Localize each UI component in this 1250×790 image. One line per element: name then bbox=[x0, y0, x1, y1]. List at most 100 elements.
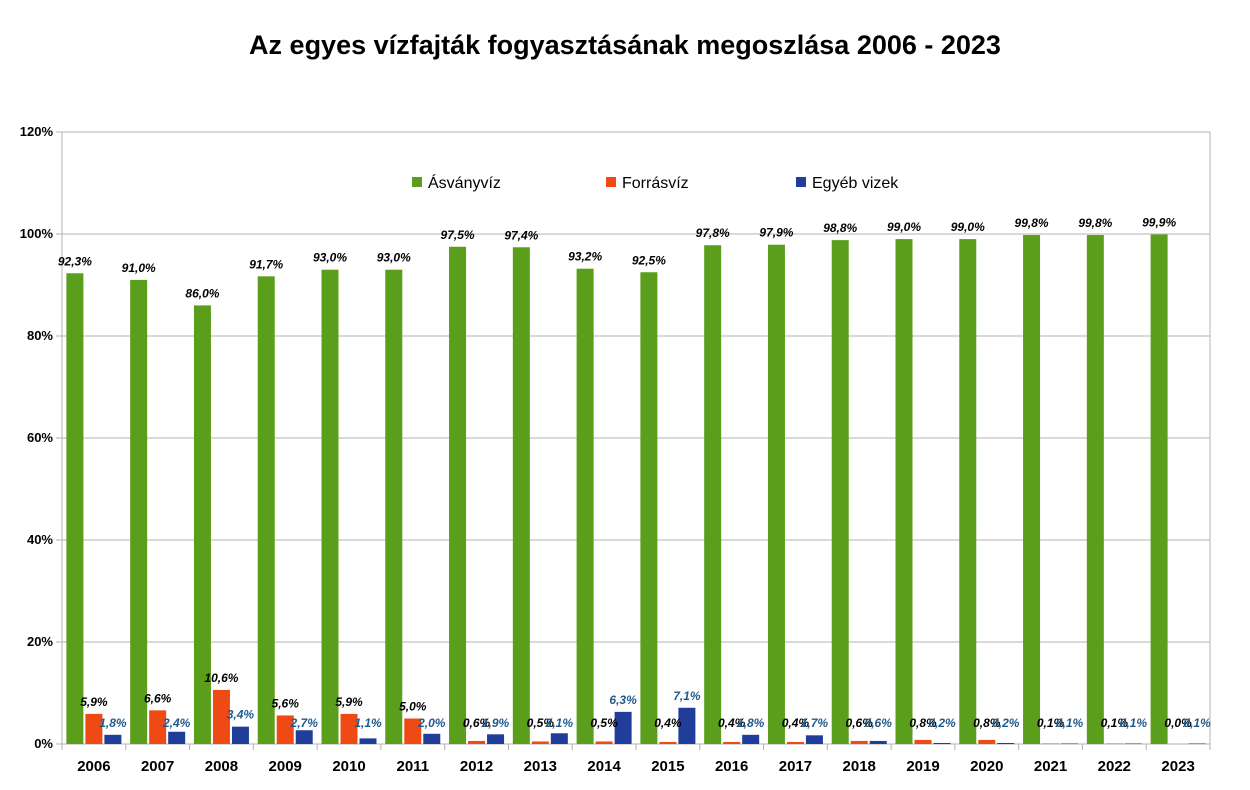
data-label: 93,0% bbox=[377, 251, 411, 265]
data-label: 91,0% bbox=[122, 261, 156, 275]
legend-swatch bbox=[606, 177, 616, 187]
x-tick-label: 2018 bbox=[843, 758, 876, 775]
data-label: 99,9% bbox=[1142, 216, 1176, 230]
data-label: 0,1% bbox=[1037, 716, 1065, 730]
data-label: 0,6% bbox=[846, 716, 874, 730]
data-label: 1,1% bbox=[354, 716, 382, 730]
legend-label: Egyéb vizek bbox=[812, 175, 899, 192]
data-label: 5,9% bbox=[80, 695, 108, 709]
bar-forrásvíz-2013 bbox=[531, 741, 549, 744]
data-label: 3,4% bbox=[227, 708, 255, 722]
y-tick-label: 80% bbox=[27, 328, 53, 343]
bar-egyéb-vizek-2016 bbox=[742, 734, 760, 744]
bar-forrásvíz-2012 bbox=[468, 740, 486, 744]
data-label: 0,1% bbox=[1120, 716, 1148, 730]
data-label: 6,6% bbox=[144, 691, 172, 705]
bar-forrásvíz-2006 bbox=[85, 713, 103, 744]
bar-egyéb-vizek-2013 bbox=[550, 733, 568, 744]
x-tick-label: 2014 bbox=[587, 758, 621, 775]
data-label: 0,8% bbox=[973, 716, 1001, 730]
data-label: 1,8% bbox=[737, 716, 765, 730]
bar-egyéb-vizek-2014 bbox=[614, 711, 632, 744]
bar-ásványvíz-2020 bbox=[959, 239, 977, 744]
x-tick-label: 2006 bbox=[77, 758, 110, 775]
y-tick-label: 120% bbox=[20, 124, 54, 139]
legend: Ásványvíz Forrásvíz Egyéb vizek bbox=[412, 173, 899, 192]
bar-egyéb-vizek-2015 bbox=[678, 707, 696, 744]
bar-egyéb-vizek-2023 bbox=[1188, 743, 1206, 744]
bar-ásványvíz-2010 bbox=[321, 269, 339, 744]
data-label: 0,5% bbox=[590, 716, 618, 730]
bar-ásványvíz-2018 bbox=[831, 240, 849, 744]
bar-egyéb-vizek-2012 bbox=[487, 734, 505, 744]
data-label: 0,0% bbox=[1164, 716, 1192, 730]
data-label: 0,4% bbox=[718, 716, 746, 730]
bar-ásványvíz-2007 bbox=[130, 279, 148, 744]
data-label: 0,1% bbox=[1056, 716, 1084, 730]
x-tick-label: 2008 bbox=[205, 758, 238, 775]
data-label: 92,3% bbox=[58, 254, 92, 268]
bar-forrásvíz-2007 bbox=[149, 710, 167, 744]
data-labels: 92,3% 5,9% 1,8% 91,0% 6,6% 2,4% 86,0% 10,6% 3,4%… bbox=[58, 216, 1211, 730]
data-label: 10,6% bbox=[204, 671, 238, 685]
data-label: 0,6% bbox=[865, 716, 893, 730]
bar-egyéb-vizek-2017 bbox=[805, 735, 823, 744]
y-tick-label: 0% bbox=[34, 736, 53, 751]
bar-forrásvíz-2008 bbox=[212, 689, 230, 744]
data-label: 0,8% bbox=[909, 716, 937, 730]
bar-ásványvíz-2021 bbox=[1023, 235, 1041, 744]
bar-forrásvíz-2010 bbox=[340, 713, 358, 744]
bar-forrásvíz-2022 bbox=[1105, 743, 1123, 744]
legend-label: Forrásvíz bbox=[622, 175, 689, 192]
bar-egyéb-vizek-2018 bbox=[869, 740, 887, 744]
data-label: 2,0% bbox=[417, 716, 446, 730]
data-label: 99,8% bbox=[1078, 216, 1112, 230]
x-tick-label: 2010 bbox=[332, 758, 365, 775]
data-label: 5,6% bbox=[272, 696, 300, 710]
data-label: 1,8% bbox=[99, 716, 127, 730]
bar-ásványvíz-2013 bbox=[512, 247, 530, 744]
data-label: 0,5% bbox=[527, 716, 555, 730]
bar-ásványvíz-2019 bbox=[895, 239, 913, 744]
chart-title: Az egyes vízfajták fogyasztásának megosz… bbox=[249, 30, 1001, 60]
data-label: 97,8% bbox=[696, 226, 730, 240]
data-label: 2,1% bbox=[545, 716, 574, 730]
data-label: 93,0% bbox=[313, 251, 347, 265]
bar-forrásvíz-2016 bbox=[723, 741, 741, 744]
data-label: 0,1% bbox=[1101, 716, 1129, 730]
x-tick-label: 2012 bbox=[460, 758, 493, 775]
bar-forrásvíz-2009 bbox=[276, 715, 294, 744]
data-label: 97,9% bbox=[759, 226, 793, 240]
x-tick-label: 2023 bbox=[1161, 758, 1194, 775]
data-label: 5,0% bbox=[399, 700, 427, 714]
bar-ásványvíz-2017 bbox=[767, 244, 785, 744]
x-tick-label: 2007 bbox=[141, 758, 174, 775]
axes: 0% 20% 40% 60% 80% 100% 120% 2006 2007 2008 2009 20… bbox=[20, 124, 1211, 775]
data-label: 99,0% bbox=[887, 220, 921, 234]
x-tick-label: 2013 bbox=[524, 758, 557, 775]
bar-forrásvíz-2020 bbox=[978, 739, 996, 744]
y-tick-label: 20% bbox=[27, 634, 53, 649]
data-label: 0,6% bbox=[463, 716, 491, 730]
data-label: 5,9% bbox=[335, 695, 363, 709]
bar-ásványvíz-2008 bbox=[193, 305, 211, 744]
bar-ásványvíz-2006 bbox=[66, 273, 84, 744]
data-label: 93,2% bbox=[568, 250, 602, 264]
data-label: 99,0% bbox=[951, 220, 985, 234]
bar-forrásvíz-2018 bbox=[850, 740, 868, 744]
data-label: 6,3% bbox=[609, 693, 637, 707]
x-tick-label: 2009 bbox=[269, 758, 302, 775]
bar-ásványvíz-2023 bbox=[1150, 234, 1168, 744]
y-tick-label: 100% bbox=[20, 226, 54, 241]
data-label: 2,7% bbox=[290, 716, 319, 730]
data-label: 98,8% bbox=[823, 221, 857, 235]
x-tick-label: 2020 bbox=[970, 758, 1003, 775]
x-tick-label: 2022 bbox=[1098, 758, 1131, 775]
data-label: 97,4% bbox=[504, 228, 538, 242]
x-tick-label: 2015 bbox=[651, 758, 684, 775]
x-tick-label: 2019 bbox=[906, 758, 939, 775]
legend-swatch bbox=[796, 177, 806, 187]
x-tick-label: 2016 bbox=[715, 758, 748, 775]
bar-forrásvíz-2017 bbox=[786, 741, 804, 744]
